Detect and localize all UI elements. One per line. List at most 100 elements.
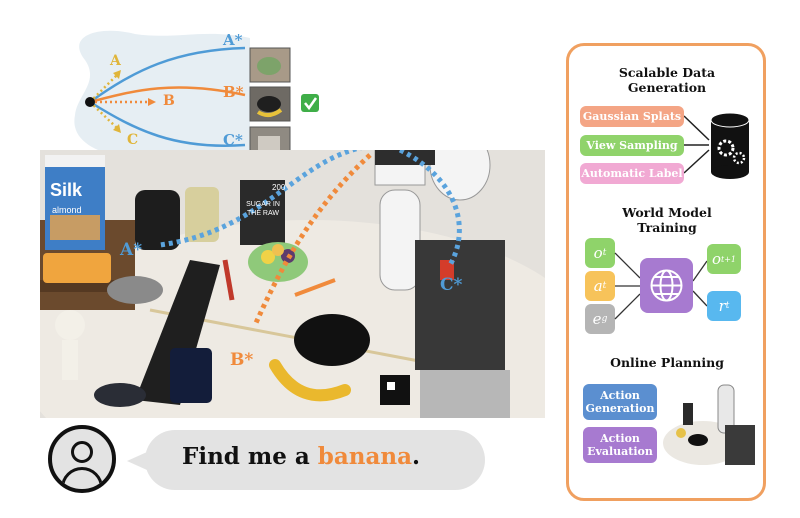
label-c: C [127,132,139,148]
data-generation-title: Scalable Data Generation [577,65,757,95]
chips-bag [43,253,111,283]
trajectory-b [252,153,372,327]
scene-photo: Silk almond 200 SUGAR IN THE RAW A* B* C… [40,150,545,418]
planning-robot-thumbnail [663,375,758,470]
globe-icon [650,269,683,302]
action-evaluation-box: Action Evaluation [583,427,657,463]
mouse [94,383,146,407]
input-a-t-sub: t [602,281,607,291]
box-text: SUGAR IN THE RAW [246,201,280,217]
database-gear-icon [710,112,750,179]
dotted-arrow-c [89,101,118,129]
origin-dot [85,97,95,107]
check-mark [304,97,318,111]
output-o-t1: o t+1 [707,244,741,274]
output-r-t-symbol: r [718,297,726,315]
action-evaluation-line2: Evaluation [587,445,653,458]
connector-line-1 [684,115,710,141]
world-model-connectors [614,252,708,320]
input-e-g-symbol: e [592,310,602,328]
thumbnail-a-bowl [257,57,281,75]
mug [170,348,212,403]
chat-highlight: banana [317,443,413,470]
connector-line-3 [684,149,710,174]
label-a: A [110,53,121,69]
data-generation-title-line2: Generation [627,80,707,95]
keyboard [135,260,220,405]
arrowhead-b [148,98,156,106]
path-b [89,86,246,104]
dotted-arrow-a [89,74,118,103]
input-a-t-symbol: a [593,277,603,295]
thumbnail-b-bowl [257,96,281,112]
label-b: B [163,93,175,109]
skeleton-toy [55,310,85,340]
marker-c-star: C* [440,275,463,295]
black-bowl [294,314,370,366]
action-evaluation-line1: Action [600,432,640,445]
wm-arrow-in-3 [614,293,641,320]
path-a [89,46,246,104]
user-avatar [48,425,116,493]
arrowhead-c [113,124,121,133]
inset-background [74,30,251,167]
scene-illustration [40,150,545,418]
robot-arm [379,189,421,291]
automatic-label-box: Automatic Label [580,163,684,184]
view-sampling-box: View Sampling [580,135,684,156]
world-model-title-line1: World Model [622,205,712,220]
online-planning-title: Online Planning [610,355,724,370]
action-generation-line2: Generation [585,402,655,415]
label-b-star: B* [223,83,244,101]
marker-a-star: A* [120,240,143,260]
marker-b-star: B* [230,350,254,370]
world-model-title: World Model Training [577,205,757,235]
input-e-g-sub: g [601,314,608,324]
milk-brand: Silk [50,180,83,200]
trajectory-inset: A B C A* B* C* [55,20,330,175]
thumbnail-b-banana [256,108,283,117]
wm-arrow-out-2 [692,290,708,307]
trajectory-c [398,150,462,267]
chat-suffix: . [412,443,421,470]
world-model-title-line2: Training [637,220,697,235]
pan [107,276,163,304]
kettle [135,190,180,250]
label-c-star: C* [223,131,243,149]
chat-message: Find me a banana. [182,443,420,470]
chat-prefix: Find me a [182,443,318,470]
data-generation-title-line1: Scalable Data [618,65,716,80]
thumbnail-c-object [258,136,280,152]
chat-bubble-body [145,430,485,490]
output-o-t1-sub: t+1 [721,254,737,264]
milk-sub: almond [52,205,82,215]
avatar-head [71,441,93,463]
avatar-body [61,467,103,489]
action-generation-box: Action Generation [583,384,657,420]
scissors [294,278,336,297]
input-o-t-symbol: o [593,244,603,262]
wm-arrow-in-1 [614,252,641,279]
pipeline-panel [566,43,766,501]
chat-bubble-tail [127,452,147,470]
robot-base [415,240,505,370]
sugar-box [240,180,285,245]
output-r-t-sub: t [725,301,730,311]
gripper [375,150,435,165]
path-c [89,100,246,147]
arrowhead-a [113,70,121,79]
trajectory-diagram [74,30,319,167]
wm-arrow-out-1 [692,260,708,282]
canister [185,187,219,242]
data-generation-connector [684,112,750,179]
gaussian-splats-box: Gaussian Splats [580,106,684,127]
label-a-star: A* [223,31,243,49]
chat-bubble [127,430,485,490]
input-o-t-sub: t [602,248,607,258]
check-box-icon [301,94,319,112]
banana [269,359,351,402]
